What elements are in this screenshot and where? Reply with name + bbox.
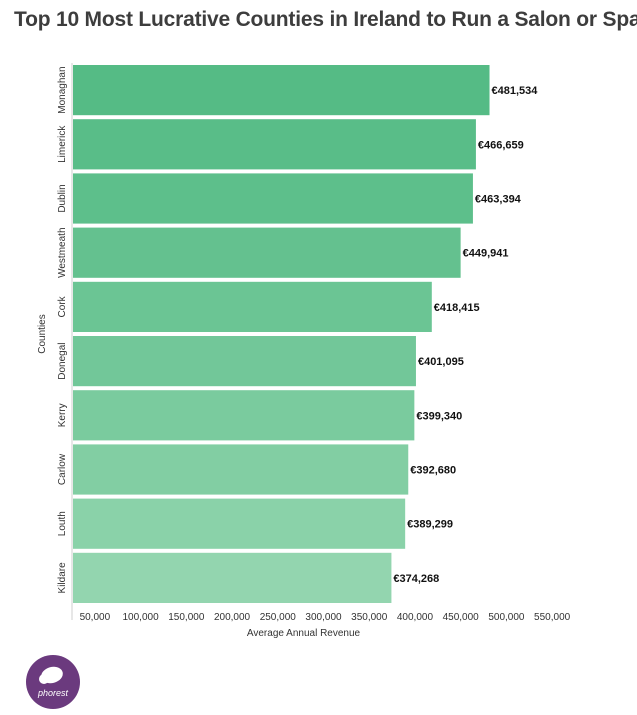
phorest-logo: phorest [26, 655, 80, 709]
bar-cork [73, 281, 432, 332]
bar-westmeath [73, 227, 461, 278]
x-tick-label: 550,000 [534, 612, 571, 623]
bar-carlow [73, 444, 409, 495]
data-label: €481,534 [492, 85, 539, 97]
category-label: Westmeath [57, 228, 68, 278]
category-label: Carlow [57, 453, 68, 485]
category-label: Donegal [57, 342, 68, 379]
x-axis-title: Average Annual Revenue [247, 628, 361, 639]
data-label: €399,340 [416, 410, 462, 422]
data-label: €463,394 [475, 194, 522, 206]
category-label: Limerick [57, 125, 68, 163]
data-label: €418,415 [434, 302, 480, 314]
x-tick-label: 100,000 [123, 612, 160, 623]
x-tick-label: 200,000 [214, 612, 251, 623]
category-label: Dublin [57, 184, 68, 212]
data-label: €374,268 [393, 573, 439, 585]
category-label: Cork [57, 295, 68, 317]
x-tick-label: 150,000 [168, 612, 205, 623]
bar-louth [73, 498, 406, 549]
data-label: €389,299 [407, 519, 453, 531]
x-tick-label: 350,000 [351, 612, 388, 623]
x-tick-label: 450,000 [443, 612, 480, 623]
logo-mark-dot [39, 674, 49, 684]
x-tick-label: 50,000 [80, 612, 111, 623]
data-label: €392,680 [410, 465, 456, 477]
x-tick-label: 250,000 [260, 612, 297, 623]
data-label: €466,659 [478, 139, 524, 151]
y-axis-title: Counties [37, 314, 48, 353]
data-label: €401,095 [418, 356, 464, 368]
bar-kerry [73, 390, 415, 441]
x-tick-label: 300,000 [305, 612, 342, 623]
bar-donegal [73, 336, 416, 387]
bar-limerick [73, 119, 476, 170]
chart-title: Top 10 Most Lucrative Counties in Irelan… [14, 8, 637, 31]
bar-dublin [73, 173, 473, 224]
bar-monaghan [73, 65, 490, 116]
x-tick-label: 500,000 [488, 612, 525, 623]
category-label: Kildare [57, 562, 68, 594]
x-tick-label: 400,000 [397, 612, 434, 623]
category-label: Monaghan [57, 66, 68, 113]
category-label: Louth [57, 511, 68, 536]
logo-text: phorest [37, 688, 69, 698]
data-label: €449,941 [463, 248, 509, 260]
bar-kildare [73, 552, 392, 603]
category-label: Kerry [57, 403, 68, 427]
